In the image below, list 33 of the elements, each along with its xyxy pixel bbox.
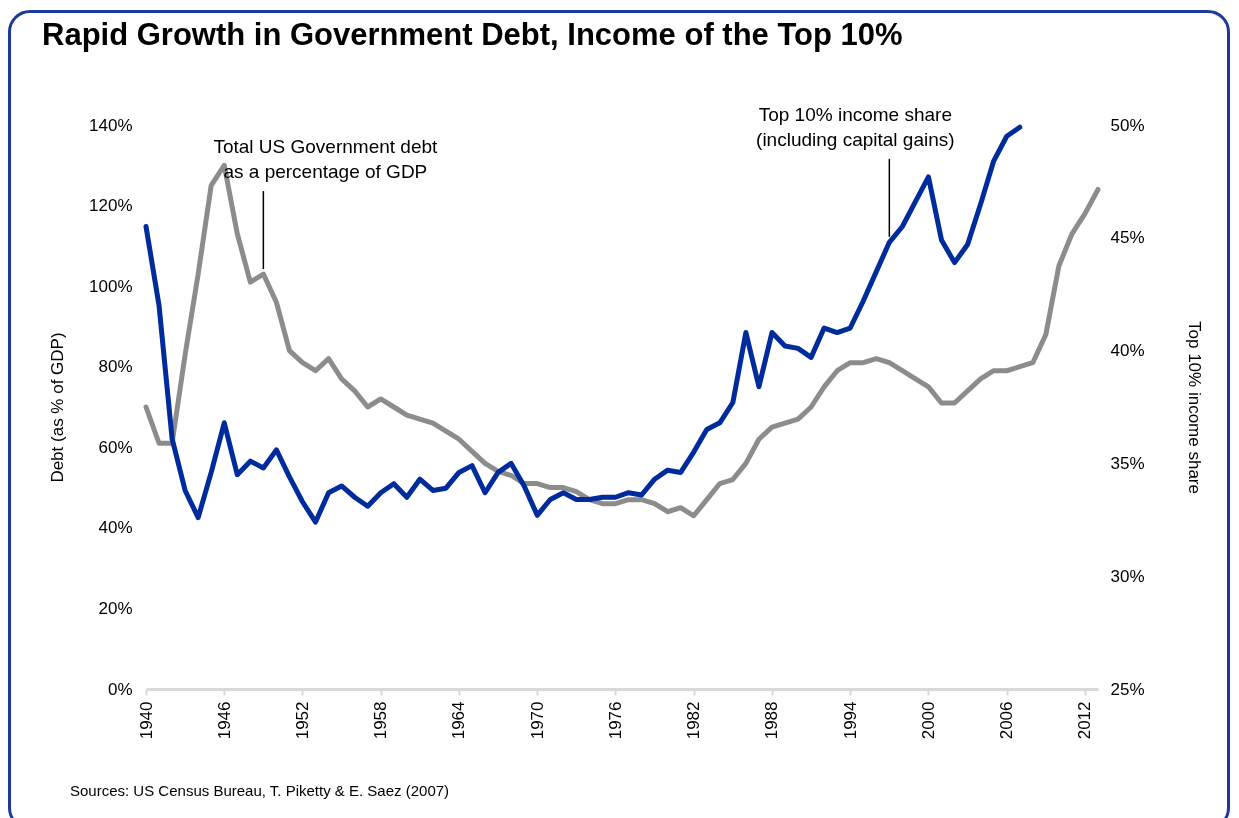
x-tick-label: 1970 xyxy=(527,701,547,740)
y-tick-label: 100% xyxy=(89,276,133,296)
y-axis-title: Debt (as % of GDP) xyxy=(48,332,68,483)
x-tick-label: 1952 xyxy=(292,701,312,740)
x-tick-label: 2012 xyxy=(1075,701,1095,740)
y2-tick-label: 45% xyxy=(1110,228,1145,248)
y2-tick-label: 35% xyxy=(1110,453,1145,473)
x-tick-label: 1976 xyxy=(605,701,625,740)
x-tick-label: 2006 xyxy=(997,701,1017,740)
source-note: Sources: US Census Bureau, T. Piketty & E. Saez (2007) xyxy=(70,782,450,799)
y-tick-label: 140% xyxy=(89,115,133,135)
y-tick-label: 20% xyxy=(98,598,133,618)
chart-title: Rapid Growth in Government Debt, Income of the Top 10% xyxy=(42,16,903,52)
x-tick-label: 1988 xyxy=(762,701,782,740)
x-tick-label: 1964 xyxy=(449,701,469,740)
y2-axis-title: Top 10% income share xyxy=(1184,321,1204,494)
y-tick-label: 0% xyxy=(107,679,133,699)
x-tick-label: 1958 xyxy=(371,701,391,740)
y-tick-label: 80% xyxy=(98,357,133,377)
y2-tick-label: 50% xyxy=(1110,115,1145,135)
x-tick-label: 1994 xyxy=(840,701,860,740)
y-tick-label: 120% xyxy=(89,196,133,216)
y2-tick-label: 40% xyxy=(1110,341,1145,361)
x-tick-label: 1982 xyxy=(684,701,704,740)
y-tick-label: 60% xyxy=(98,437,133,457)
x-tick-label: 2000 xyxy=(918,701,938,740)
annotation: Total US Government debt as a percentage of GDP xyxy=(213,136,439,183)
y2-tick-label: 30% xyxy=(1110,566,1145,586)
x-tick-label: 1946 xyxy=(214,701,234,740)
annotation: Top 10% income share (including capital gains) xyxy=(756,103,955,150)
y2-tick-label: 25% xyxy=(1110,679,1145,699)
x-tick-label: 1940 xyxy=(136,701,156,740)
y-tick-label: 40% xyxy=(98,518,133,538)
